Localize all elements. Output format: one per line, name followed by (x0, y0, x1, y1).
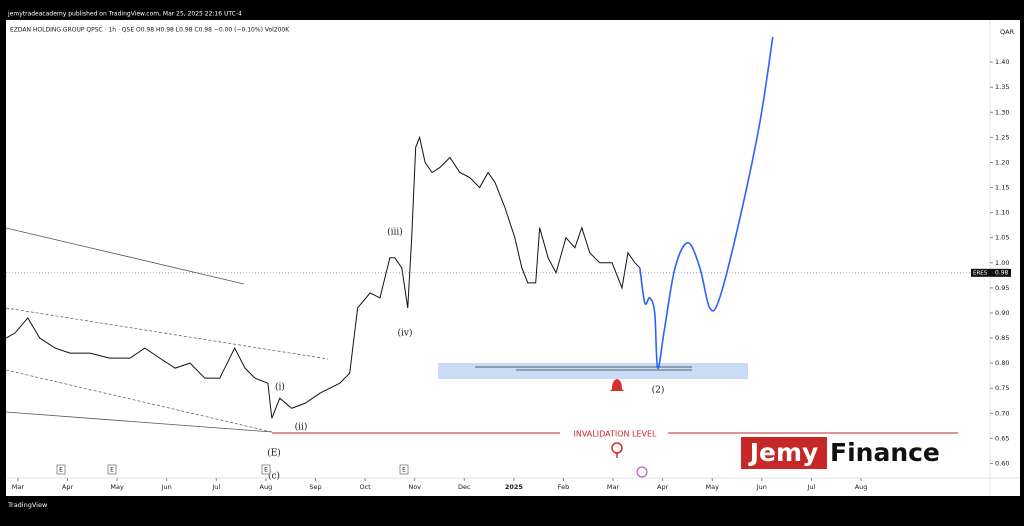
x-tick-label: 2025 (505, 483, 524, 491)
event-label: E (59, 467, 63, 474)
price-tag-label: 0.98 (995, 269, 1009, 276)
invalidation-label: INVALIDATION LEVEL (573, 430, 657, 439)
y-tick-label: 0.60 (995, 459, 1009, 467)
price-tag-box (971, 268, 1011, 277)
event-icon (636, 466, 648, 478)
wave-label: (ii) (295, 422, 308, 433)
y-tick-label: 1.15 (995, 184, 1009, 192)
y-tick-label: 0.80 (995, 359, 1009, 367)
x-tick-label: Dec (458, 483, 471, 491)
wave-label: (c) (268, 471, 280, 482)
trend-line (5, 411, 273, 433)
event-marker (107, 464, 117, 475)
price-tag-name: ERES (973, 270, 988, 276)
y-tick-label: 1.10 (995, 209, 1009, 217)
event-label: E (110, 467, 114, 474)
y-tick-label: 0.85 (995, 334, 1009, 342)
x-tick-label: Apr (62, 483, 74, 491)
price-line (639, 36, 774, 369)
x-tick-label: Jul (807, 483, 816, 491)
currency: QAR (1000, 28, 1015, 36)
channel-line (5, 369, 273, 433)
wave-label: (E) (267, 448, 281, 459)
wave-label: (iv) (398, 328, 413, 339)
trend-line (5, 227, 245, 285)
x-tick-label: Jun (756, 483, 767, 491)
published: jemytradeacademy published on TradingVie… (7, 11, 242, 18)
footer: TradingView (7, 501, 48, 509)
event-marker (261, 464, 271, 475)
event-label: E (402, 467, 406, 474)
price-line (5, 135, 641, 419)
y-tick-label: 0.70 (995, 409, 1009, 417)
y-tick-label: 1.30 (995, 108, 1009, 116)
y-tick-label: 1.20 (995, 158, 1009, 166)
channel-line (5, 307, 329, 360)
x-tick-label: Jul (211, 483, 220, 491)
x-tick-label: Oct (359, 483, 371, 491)
wave-label: (iii) (387, 227, 403, 238)
wave-label: (i) (275, 382, 285, 393)
x-tick-label: Aug (855, 483, 868, 491)
y-tick-label: 0.95 (995, 284, 1009, 292)
target-zone (438, 363, 748, 379)
x-tick-label: Nov (408, 483, 421, 491)
y-tick-label: 1.35 (995, 83, 1009, 91)
x-tick-label: Aug (260, 483, 273, 491)
event-marker (56, 464, 66, 475)
bell-icon (610, 379, 624, 391)
y-tick-label: 1.25 (995, 133, 1009, 141)
x-tick-label: Mar (12, 483, 25, 491)
y-tick-label: 0.90 (995, 309, 1009, 317)
x-tick-label: Sep (309, 483, 321, 491)
y-tick-label: 0.65 (995, 434, 1009, 442)
symbol-info: EZDAN HOLDING GROUP QPSC · 1h · QSE O0.9… (10, 27, 290, 34)
brand: Finance (830, 438, 940, 467)
event-label: E (264, 467, 268, 474)
y-tick-label: 0.75 (995, 384, 1009, 392)
y-tick-label: 1.40 (995, 58, 1009, 66)
x-tick-label: May (706, 483, 720, 491)
y-tick-label: 1.05 (995, 234, 1009, 242)
x-tick-label: Apr (657, 483, 669, 491)
y-tick-label: 1.00 (995, 259, 1009, 267)
x-tick-label: May (110, 483, 124, 491)
event-marker (399, 464, 409, 475)
panel (6, 20, 1020, 496)
wave-label: (2) (652, 385, 665, 396)
x-tick-label: Feb (558, 483, 570, 491)
brand: Jemy (748, 438, 819, 467)
x-tick-label: Jun (161, 483, 172, 491)
x-tick-label: Mar (607, 483, 620, 491)
brand-box (741, 437, 827, 469)
